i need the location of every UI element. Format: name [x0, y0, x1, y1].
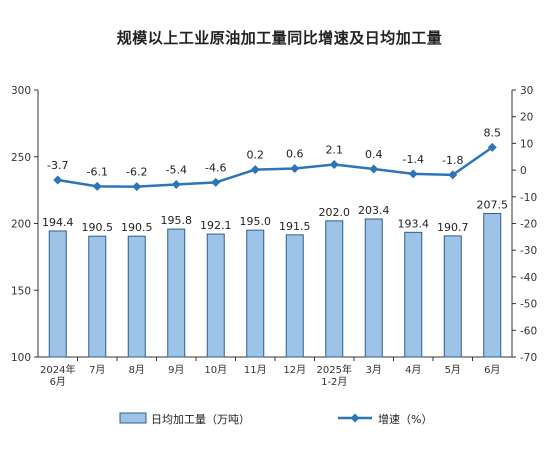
- x-tick-label: 8月: [129, 364, 145, 376]
- line-point: [132, 182, 142, 192]
- bar: [364, 218, 383, 358]
- y-right-tick-label: -70: [520, 352, 537, 364]
- x-tick-label: 5月: [445, 364, 461, 376]
- bar-data-label: 207.5: [477, 198, 509, 211]
- line-point: [53, 175, 63, 185]
- line-data-label: -5.4: [166, 164, 187, 177]
- line-data-label: 0.2: [247, 149, 265, 162]
- bar: [483, 212, 502, 358]
- legend: 日均加工量（万吨） 增速（%）: [119, 412, 432, 426]
- bar: [443, 235, 462, 358]
- y-right-tick-label: 30: [520, 85, 533, 97]
- bar-series: [48, 212, 502, 358]
- data-labels: 194.4 190.5 190.5 195.8 192.1 195.0 191.5 202.0…: [42, 126, 508, 234]
- bar-data-label: 195.0: [240, 215, 272, 228]
- x-tick-label: 6月: [50, 376, 66, 388]
- line-data-label: 8.5: [484, 126, 502, 139]
- bar: [325, 220, 344, 358]
- y-right-tick-label: -10: [520, 192, 537, 204]
- line-data-label: -6.2: [126, 166, 147, 179]
- x-tick-label: 4月: [405, 364, 421, 376]
- line-data-label: -3.7: [47, 159, 68, 172]
- line-path: [57, 146, 493, 188]
- line-data-label: 2.1: [326, 143, 344, 156]
- y-left-tick-label: 200: [11, 219, 31, 231]
- x-tick-label: 11月: [244, 364, 267, 376]
- bar: [88, 235, 107, 358]
- line-point: [250, 165, 260, 175]
- bar: [167, 228, 186, 358]
- bar: [246, 229, 265, 358]
- bar: [404, 231, 423, 358]
- x-tick-label: 6月: [484, 364, 500, 376]
- line-data-label: -6.1: [87, 165, 108, 178]
- legend-line-marker: [350, 413, 360, 423]
- line-data-label: -4.6: [205, 161, 226, 174]
- bar-data-label: 190.5: [82, 221, 114, 234]
- y-right-tick-label: -50: [520, 299, 537, 311]
- y-left-tick-label: 150: [11, 285, 31, 297]
- x-tick-label: 3月: [366, 364, 382, 376]
- line-point: [448, 170, 458, 180]
- y-right-tick-label: -30: [520, 245, 537, 257]
- line-series: [53, 142, 497, 192]
- bar-data-label: 202.0: [319, 206, 351, 219]
- legend-line-label: 增速（%）: [378, 412, 432, 426]
- line-point: [487, 142, 497, 152]
- y-left-tick-label: 100: [11, 352, 31, 364]
- legend-bar-label: 日均加工量（万吨）: [151, 413, 250, 426]
- x-tick-label: 7月: [89, 364, 105, 376]
- x-tick-label: 12月: [283, 364, 306, 376]
- line-point: [408, 169, 418, 179]
- x-tick-label: 1-2月: [321, 376, 347, 388]
- bar-data-label: 194.4: [42, 216, 74, 229]
- x-tick-label: 2025年: [317, 363, 352, 376]
- bar-data-label: 203.4: [358, 204, 390, 217]
- line-point: [290, 163, 300, 173]
- line-point: [211, 177, 221, 187]
- y-left-tick-label: 300: [11, 85, 31, 97]
- x-tick-label: 9月: [168, 364, 184, 376]
- y-left-tick-label: 250: [11, 152, 31, 164]
- x-tick-label: 2024年: [40, 363, 75, 376]
- y-right-tick-label: -40: [520, 272, 537, 284]
- x-tick-label: 10月: [204, 364, 227, 376]
- y-right-tick-label: 20: [520, 112, 533, 124]
- bar-data-label: 193.4: [398, 217, 430, 230]
- bar-data-label: 195.8: [161, 214, 193, 227]
- bar: [127, 235, 146, 358]
- line-data-label: -1.8: [442, 154, 463, 167]
- bar-data-label: 191.5: [279, 220, 311, 233]
- bar: [48, 230, 67, 358]
- axes: 100 150 200 250 300 -70 -60 -50 -40 -30 -20 -10 0 10 2…: [11, 85, 537, 364]
- line-point: [92, 181, 102, 191]
- line-data-label: 0.4: [365, 148, 383, 161]
- y-right-tick-label: -60: [520, 325, 537, 337]
- legend-bar-swatch: [119, 412, 147, 424]
- y-right-tick-label: 10: [520, 138, 533, 150]
- bar: [285, 234, 304, 358]
- line-point: [171, 180, 181, 190]
- y-right-tick-label: 0: [520, 165, 527, 177]
- chart-title: 规模以上工业原油加工量同比增速及日均加工量: [116, 29, 443, 47]
- bar-data-label: 192.1: [200, 219, 232, 232]
- bar-data-label: 190.5: [121, 221, 153, 234]
- line-data-label: -1.4: [403, 153, 424, 166]
- y-right-tick-label: -20: [520, 219, 537, 231]
- bar: [206, 233, 225, 358]
- line-point: [369, 164, 379, 174]
- bar-data-label: 190.7: [437, 221, 469, 234]
- line-data-label: 0.6: [286, 147, 304, 160]
- line-point: [329, 159, 339, 169]
